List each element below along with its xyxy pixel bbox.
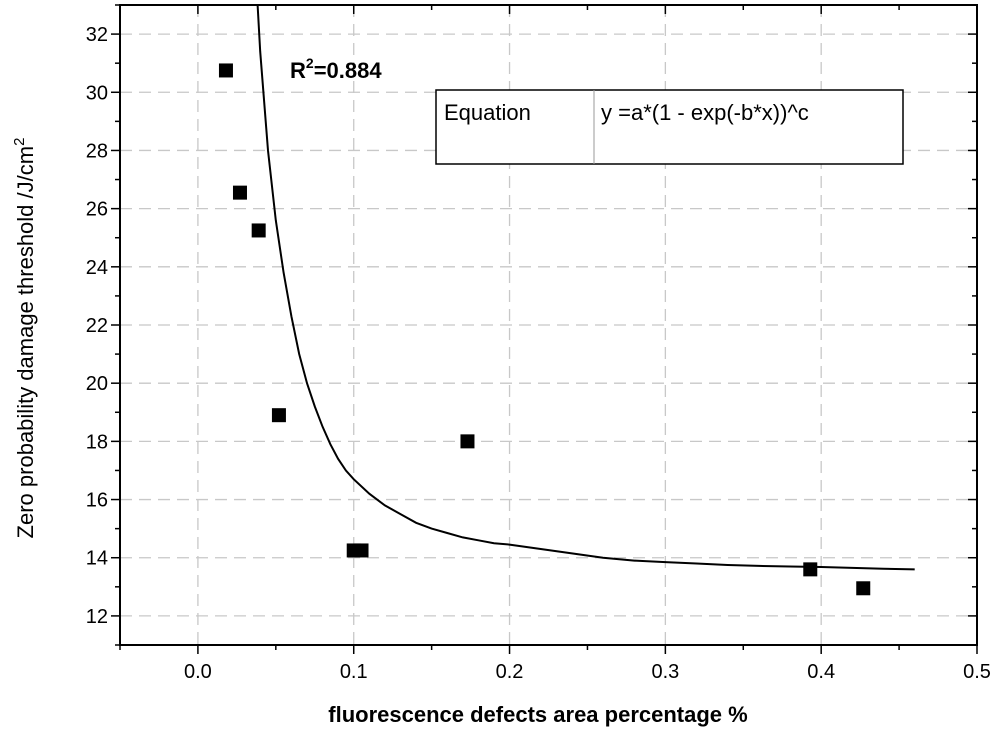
y-tick-label: 26 (86, 199, 108, 221)
equation-table-box (435, 89, 904, 165)
ticks: 0.0 0.1 0.2 0.3 0.4 0.5 12 14 16 18 20 22 24 26 28 30 32 (86, 4, 991, 683)
data-point (232, 185, 247, 200)
fit-curve (256, 4, 915, 571)
y-axis-label-main: Zero probability damage threshold /J/cm (13, 146, 38, 539)
y-tick-label: 14 (86, 548, 108, 570)
equation-table-header: Equation (444, 100, 531, 125)
y-tick-label: 24 (86, 257, 108, 279)
equation-table-formula: y =a*(1 - exp(-b*x))^c (601, 100, 809, 125)
data-point (803, 562, 818, 577)
x-tick-label: 0.0 (184, 661, 212, 683)
y-tick-label: 22 (86, 315, 108, 337)
y-tick-label: 20 (86, 373, 108, 395)
fit-curve-group (256, 4, 915, 571)
y-tick-label: 12 (86, 606, 108, 628)
x-tick-label: 0.2 (496, 661, 524, 683)
x-tick-label: 0.4 (807, 661, 835, 683)
y-tick-label: 16 (86, 490, 108, 512)
x-axis-label: fluorescence defects area percentage % (328, 702, 747, 727)
data-point (251, 223, 266, 238)
y-tick-label: 28 (86, 140, 108, 162)
r-squared-symbol: R (290, 58, 306, 83)
equation-table: Equation y =a*(1 - exp(-b*x))^c (435, 89, 904, 165)
y-tick-label: 32 (86, 24, 108, 46)
y-tick-label: 18 (86, 431, 108, 453)
x-tick-label: 0.1 (340, 661, 368, 683)
r-squared-value: =0.884 (314, 58, 383, 83)
r-squared-superscript: 2 (306, 55, 314, 71)
y-axis-label-superscript: 2 (11, 138, 28, 146)
data-points (218, 63, 871, 596)
x-tick-label: 0.5 (963, 661, 991, 683)
data-point (218, 63, 233, 78)
data-point (856, 581, 871, 596)
data-point (271, 408, 286, 423)
r-squared-annotation: R2=0.884 (290, 55, 382, 83)
y-axis-label: Zero probability damage threshold /J/cm2 (11, 138, 38, 539)
data-point (354, 543, 369, 558)
y-tick-label: 30 (86, 82, 108, 104)
data-point (460, 434, 475, 449)
x-tick-label: 0.3 (651, 661, 679, 683)
